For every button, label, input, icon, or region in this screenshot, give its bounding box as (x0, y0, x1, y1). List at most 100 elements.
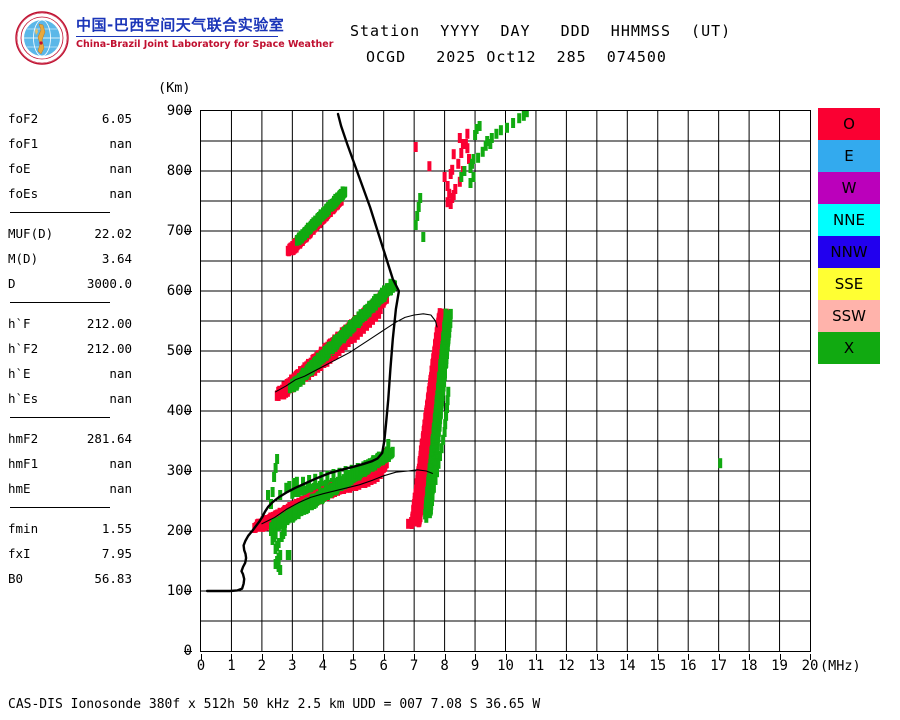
y-tick-mark (184, 531, 192, 532)
x-tick-mark (718, 654, 720, 660)
param-value: nan (109, 186, 132, 201)
echo-point (290, 378, 295, 389)
param-label: h`Es (8, 391, 39, 406)
tertiary-trace (261, 469, 433, 525)
x-tick-label: 20 (801, 658, 819, 674)
echo-point (318, 209, 323, 220)
param-group-divider (10, 417, 110, 418)
station-header-values: OCGD 2025 Oct12 285 074500 (366, 48, 667, 66)
x-tick-label: 0 (196, 658, 206, 674)
param-label: h`F (8, 316, 31, 331)
echo-point (517, 113, 522, 124)
x-tick-label: 1 (227, 658, 236, 674)
echo-point (445, 197, 450, 208)
echo-point (460, 139, 465, 149)
echo-point (474, 124, 479, 134)
echo-point (445, 403, 449, 413)
echo-point (294, 476, 299, 487)
echo-point (300, 500, 305, 511)
param-row-fxi: fxI 7.95 (8, 541, 138, 566)
legend-item-e[interactable]: E (818, 140, 880, 172)
echo-point (358, 326, 363, 337)
echo-point (369, 475, 374, 485)
x-tick-mark (596, 654, 598, 660)
x-tick-mark (414, 654, 416, 660)
echo-point (444, 410, 449, 421)
param-label: hmE (8, 481, 31, 496)
echo-point (511, 118, 516, 128)
echo-point (374, 311, 379, 322)
param-label: h`E (8, 366, 31, 381)
echo-point (361, 323, 366, 334)
echo-point (442, 172, 447, 182)
echo-point (322, 346, 327, 357)
echo-point (294, 503, 299, 514)
echo-point (362, 305, 367, 316)
echo-point (328, 353, 333, 364)
echo-point (436, 458, 441, 469)
echo-point (451, 149, 456, 160)
instrument-footer: CAS-DIS Ionosonde 380f x 512h 50 kHz 2.5… (8, 697, 541, 712)
echo-point (313, 215, 318, 226)
legend-item-o[interactable]: O (818, 108, 880, 140)
echo-point (287, 481, 292, 491)
legend-item-ssw[interactable]: SSW (818, 300, 880, 332)
echo-point (337, 467, 342, 478)
y-tick-label: 100 (166, 583, 192, 599)
x-tick-label: 7 (409, 658, 419, 674)
globe-logo-icon (14, 10, 70, 66)
echo-point (308, 484, 313, 494)
x-tick-mark (201, 654, 202, 660)
y-tick-mark (184, 591, 192, 592)
echo-point (477, 121, 482, 131)
echo-point (349, 464, 354, 475)
param-value: 212.00 (86, 316, 132, 331)
echo-point (268, 512, 273, 523)
y-tick-label: 200 (166, 523, 192, 539)
echo-point (299, 485, 304, 496)
x-tick-mark (383, 654, 385, 660)
param-value: nan (109, 366, 132, 381)
echo-point (450, 193, 455, 203)
echo-point (335, 333, 339, 344)
echo-point (498, 125, 503, 136)
x-tick-mark (535, 654, 537, 660)
param-row-foes: foEs nan (8, 181, 138, 206)
echo-point (306, 499, 311, 510)
x-tick-mark (749, 654, 751, 660)
x-tick-mark (444, 654, 446, 660)
logo-title-english: China-Brazil Joint Laboratory for Space … (76, 39, 334, 50)
echo-point (462, 166, 467, 176)
echo-point (315, 352, 320, 363)
echo-point (352, 332, 357, 343)
echo-point (349, 471, 354, 482)
plot-area (200, 110, 811, 652)
param-value: 212.00 (86, 341, 132, 356)
param-label: B0 (8, 571, 24, 586)
echo-point (524, 111, 529, 118)
echo-point (328, 342, 333, 352)
echo-point (457, 133, 462, 143)
legend-item-sse[interactable]: SSE (818, 268, 880, 300)
legend-item-nne[interactable]: NNE (818, 204, 880, 236)
echo-point (312, 493, 317, 504)
echo-point (337, 477, 342, 488)
echo-point (453, 184, 458, 194)
legend-item-nnw[interactable]: NNW (818, 236, 880, 268)
ionogram-plot (200, 110, 811, 652)
legend-item-w[interactable]: W (818, 172, 880, 204)
x-tick-mark (261, 654, 263, 660)
echo-point (471, 172, 476, 182)
echo-point (465, 143, 470, 154)
echo-point (307, 475, 312, 485)
param-label: fxI (8, 546, 31, 561)
echo-point (284, 482, 289, 493)
echo-point (439, 354, 444, 365)
echo-point (340, 343, 345, 353)
param-row-hf: h`F 212.00 (8, 311, 138, 336)
legend-item-x[interactable]: X (818, 332, 880, 364)
echo-point (325, 356, 330, 367)
param-value: nan (109, 391, 132, 406)
echo-point (341, 326, 346, 337)
echo-point (488, 139, 493, 149)
